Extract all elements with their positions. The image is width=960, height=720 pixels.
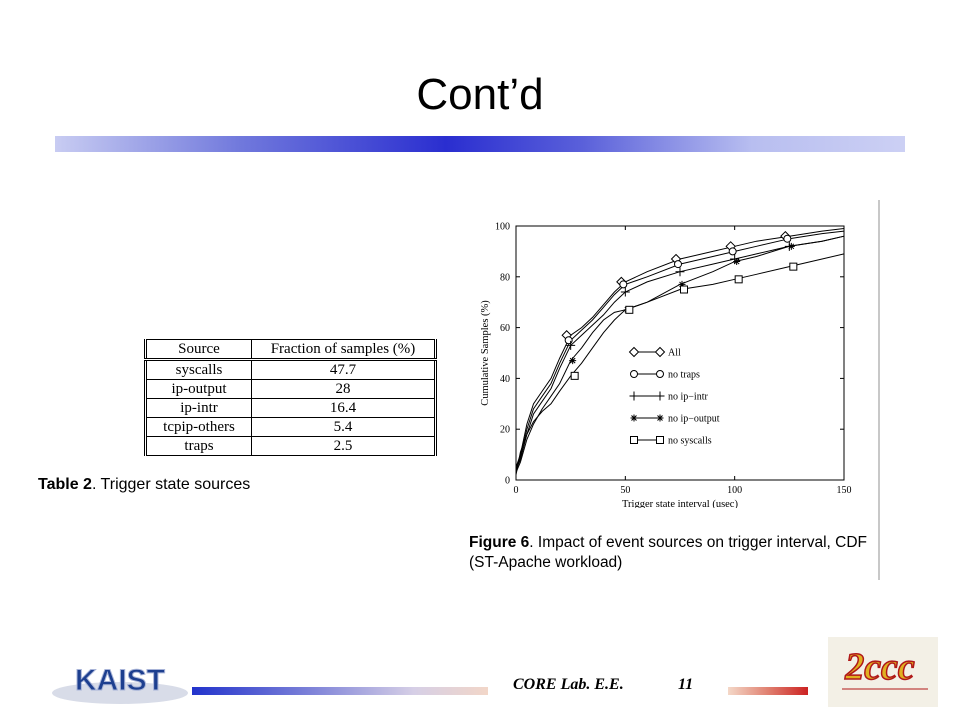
y-tick-label: 60: [500, 323, 510, 334]
plot-frame: [515, 225, 845, 481]
2ccc-logo-text: 2ccc: [844, 646, 915, 688]
trigger-sources-table-container: Source Fraction of samples (%) syscalls …: [144, 339, 437, 456]
legend-label: no ip−intr: [668, 392, 708, 403]
data-point-marker: [728, 247, 737, 256]
legend-marker: [629, 391, 639, 401]
series-line-no-ip-intr: [515, 235, 845, 470]
table-header-cell: Fraction of samples (%): [251, 339, 436, 361]
title-underline-bar: [55, 136, 905, 152]
cdf-line-chart: 0 50 100 150 0 20 40 60 80 100 Trigger state inter…: [480, 222, 852, 509]
table-header-row: Source Fraction of samples (%): [145, 339, 436, 361]
figure-caption-text: . Impact of event sources on trigger int…: [469, 534, 867, 571]
data-point-marker: [570, 371, 579, 380]
2ccc-logo: 2ccc: [828, 637, 938, 707]
series-line-no-ip-output: [515, 235, 845, 473]
legend-marker: [654, 346, 666, 358]
data-point-marker: [620, 287, 630, 297]
x-tick-label: 0: [514, 485, 519, 496]
y-tick-label: 80: [500, 272, 510, 283]
kaist-logo: KAIST: [52, 664, 188, 704]
trigger-sources-table: Source Fraction of samples (%) syscalls …: [144, 339, 437, 456]
figure-caption-label: Figure 6: [469, 534, 530, 551]
figure-caption: Figure 6. Impact of event sources on tri…: [469, 533, 879, 573]
page-number: 11: [678, 676, 694, 693]
table-row: syscalls 47.7: [145, 359, 436, 380]
table-caption: Table 2. Trigger state sources: [38, 476, 250, 494]
footer-lab-name: CORE Lab. E.E.: [513, 676, 624, 693]
legend-label: no traps: [668, 370, 700, 381]
x-tick-label: 100: [727, 485, 742, 496]
legend-marker: [630, 436, 638, 444]
legend-marker: [656, 414, 664, 422]
y-axis-label: Cumulative Samples (%): [480, 300, 491, 406]
legend-marker: [656, 370, 664, 378]
divider-line: [878, 200, 880, 580]
table-row: traps 2.5: [145, 436, 436, 456]
table-cell: 28: [251, 379, 436, 399]
data-point-marker: [625, 305, 634, 314]
data-point-marker: [787, 242, 795, 250]
x-axis-label: Trigger state interval (usec): [622, 499, 738, 508]
table-cell: 47.7: [251, 359, 436, 380]
legend-marker: [656, 436, 664, 444]
y-tick-label: 40: [500, 374, 510, 385]
data-point-marker: [566, 340, 576, 350]
data-point-marker: [674, 260, 682, 269]
data-point-marker: [680, 285, 688, 294]
slide-title: Cont’d: [416, 70, 544, 119]
footer-accent-bar-left: [192, 687, 488, 695]
series-line-no-traps: [515, 230, 845, 470]
footer-accent-bar-right: [728, 687, 808, 695]
table-cell: 5.4: [251, 417, 436, 437]
data-point-marker: [783, 234, 792, 243]
table-row: ip-intr 16.4: [145, 398, 436, 418]
table-cell: tcpip-others: [145, 417, 252, 437]
series-line-no-syscalls: [515, 253, 845, 475]
y-tick-label: 100: [495, 222, 510, 233]
table-cell: 2.5: [251, 436, 436, 456]
table-cell: syscalls: [145, 359, 252, 380]
table-cell: ip-output: [145, 379, 252, 399]
legend-marker: [655, 391, 665, 401]
table-row: tcpip-others 5.4: [145, 417, 436, 437]
table-header-cell: Source: [145, 339, 252, 361]
table-cell: 16.4: [251, 398, 436, 418]
legend-marker: [628, 346, 640, 358]
x-tick-label: 150: [837, 485, 852, 496]
data-point-marker: [678, 280, 686, 288]
table-row: ip-output 28: [145, 379, 436, 399]
legend-label: no ip−output: [668, 414, 720, 425]
table-cell: traps: [145, 436, 252, 456]
x-tick-label: 50: [620, 485, 630, 496]
data-point-marker: [569, 357, 577, 365]
table-caption-text: . Trigger state sources: [91, 476, 251, 493]
legend-marker: [630, 370, 638, 378]
data-point-marker: [789, 262, 798, 271]
data-point-marker: [619, 280, 628, 289]
legend-label: no syscalls: [668, 436, 712, 447]
legend-marker: [630, 414, 638, 422]
legend-label: All: [668, 348, 681, 359]
data-point-marker: [675, 267, 685, 277]
table-caption-label: Table 2: [38, 476, 92, 493]
series-line-all: [515, 228, 845, 468]
y-tick-label: 0: [505, 476, 510, 487]
data-point-marker: [734, 275, 743, 284]
y-tick-label: 20: [500, 425, 510, 436]
kaist-logo-text: KAIST: [75, 664, 165, 697]
data-point-marker: [733, 258, 741, 266]
table-cell: ip-intr: [145, 398, 252, 418]
